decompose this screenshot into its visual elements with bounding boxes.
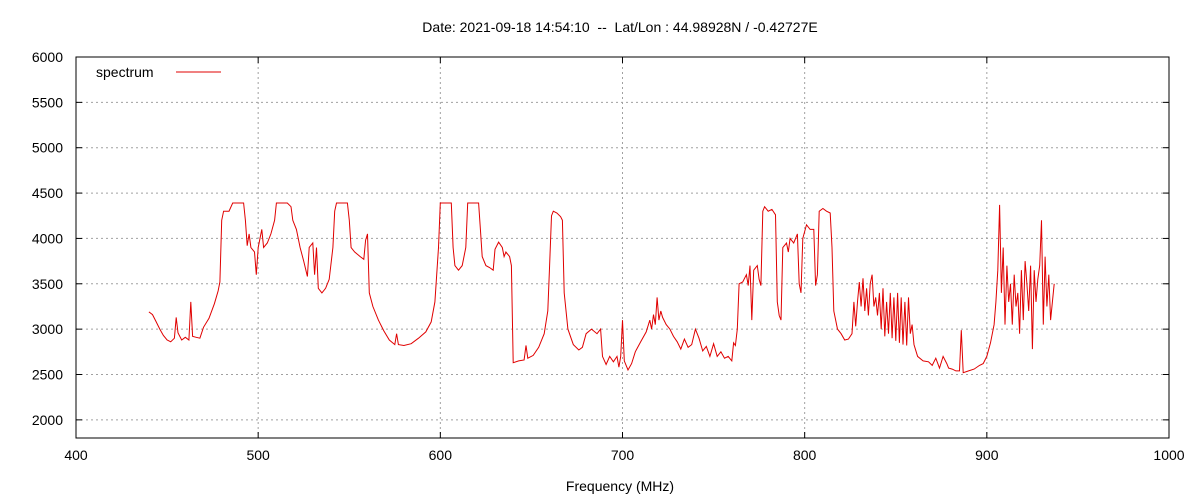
y-tick-label: 2000 — [32, 412, 63, 428]
x-tick-label: 400 — [64, 447, 88, 463]
y-tick-label: 5000 — [32, 140, 63, 156]
chart-title: Date: 2021-09-18 14:54:10 -- Lat/Lon : 4… — [422, 19, 817, 35]
series-layer — [148, 202, 1055, 374]
x-tick-label: 500 — [246, 447, 270, 463]
y-tick-label: 4000 — [32, 230, 63, 246]
x-axis-label: Frequency (MHz) — [566, 478, 674, 494]
y-tick-label: 3000 — [32, 321, 63, 337]
y-tick-label: 4500 — [32, 185, 63, 201]
x-tick-label: 900 — [975, 447, 999, 463]
grid — [76, 57, 1169, 438]
legend-label: spectrum — [96, 64, 154, 80]
x-tick-label: 1000 — [1153, 447, 1184, 463]
y-tick-label: 5500 — [32, 94, 63, 110]
axis-ticks: 400 500 600 700 800 900 1000 2000 2500 3000 3500 40… — [32, 49, 1185, 463]
series-line-spectrum — [148, 202, 1055, 374]
y-tick-label: 6000 — [32, 49, 63, 65]
x-tick-label: 700 — [611, 447, 635, 463]
x-tick-label: 600 — [429, 447, 453, 463]
x-tick-label: 800 — [793, 447, 817, 463]
y-tick-label: 3500 — [32, 276, 63, 292]
legend: spectrum — [96, 64, 221, 80]
y-tick-label: 2500 — [32, 367, 63, 383]
